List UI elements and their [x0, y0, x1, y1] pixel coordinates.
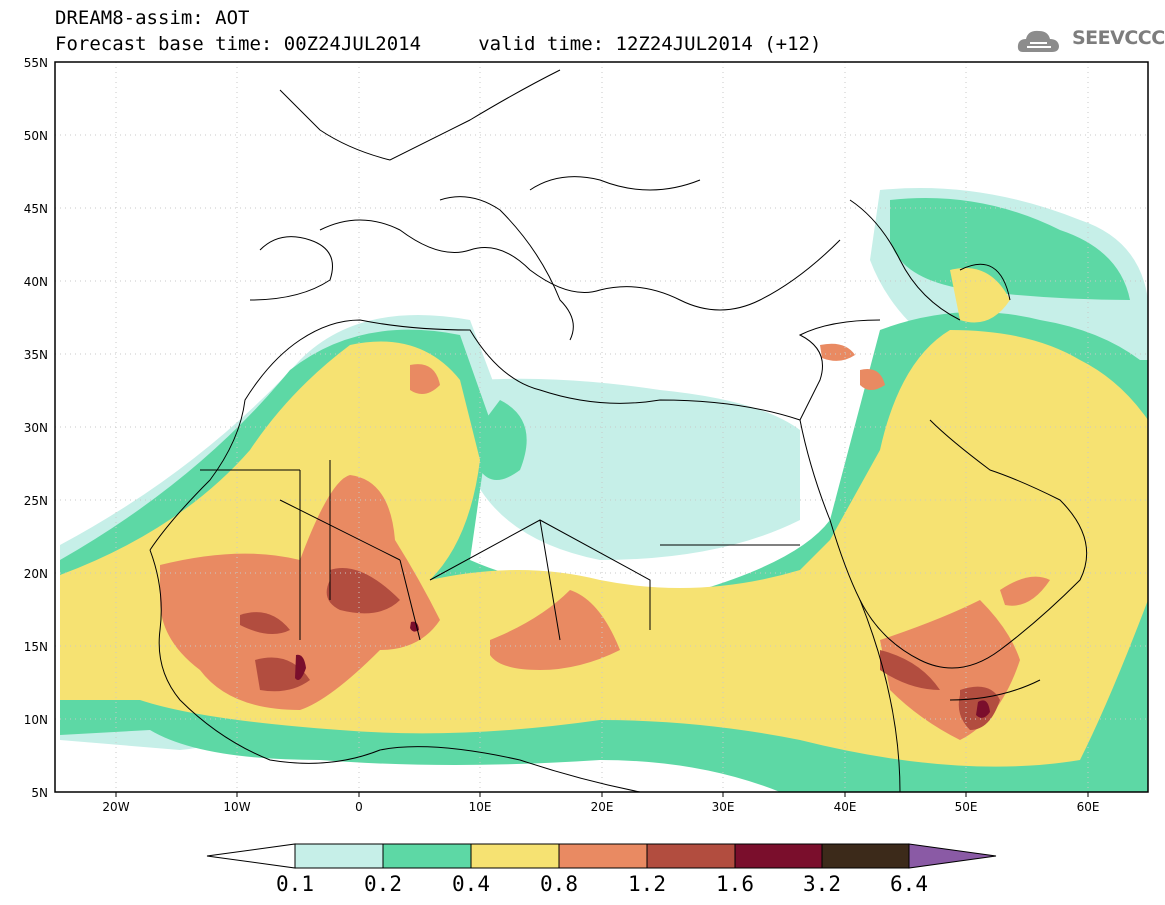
- colorbar-segment: [646, 843, 736, 869]
- colorbar-label: 0.8: [540, 872, 578, 896]
- aot-band-1.6: [295, 654, 306, 681]
- x-tick-label: 20E: [591, 800, 614, 814]
- x-tick-label: 10E: [469, 800, 492, 814]
- aot-band-0.2: [470, 400, 527, 480]
- aot-band-1.2: [880, 650, 940, 690]
- x-tick-label: 40E: [834, 800, 857, 814]
- colorbar-segment: [558, 843, 648, 869]
- aot-band-0.2: [890, 198, 1130, 300]
- y-tick-label: 5N: [31, 786, 48, 800]
- y-tick-label: 20N: [24, 567, 48, 581]
- x-tick-label: 0: [355, 800, 363, 814]
- aot-band-1.6: [410, 621, 419, 632]
- x-tick-label: 50E: [955, 800, 978, 814]
- aot-band-0.8: [490, 590, 620, 670]
- y-tick-label: 15N: [24, 640, 48, 654]
- cloud-icon: [1017, 30, 1059, 52]
- aot-band-0.1: [470, 378, 800, 560]
- y-tick-label: 25N: [24, 494, 48, 508]
- colorbar-label: 0.4: [452, 872, 490, 896]
- chart-subtitle: Forecast base time: 00Z24JUL2014 valid t…: [55, 33, 822, 55]
- aot-band-1.2: [240, 612, 290, 634]
- aot-band-1.2: [326, 568, 400, 614]
- colorbar-label: 0.2: [364, 872, 402, 896]
- colorbar-segment: [294, 843, 384, 869]
- colorbar-segment: [382, 843, 472, 869]
- y-tick-label: 30N: [24, 421, 48, 435]
- colorbar-segment: [734, 843, 823, 869]
- y-tick-label: 10N: [24, 713, 48, 727]
- logo-text: SEEVCCC: [1072, 27, 1165, 49]
- colorbar-label: 6.4: [890, 872, 928, 896]
- colorbar-under: [206, 843, 296, 869]
- colorbar-label: 3.2: [803, 872, 841, 896]
- y-tick-label: 50N: [24, 129, 48, 143]
- graticule: [55, 62, 1148, 792]
- colorbar-label: 0.1: [276, 872, 314, 896]
- y-tick-label: 55N: [24, 56, 48, 70]
- aot-band-0.8: [820, 343, 855, 361]
- colorbar-label: 1.2: [628, 872, 666, 896]
- x-tick-label: 10W: [223, 800, 250, 814]
- colorbar-label: 1.6: [716, 872, 754, 896]
- colorbar-over: [908, 843, 997, 869]
- colorbar-segment: [821, 843, 910, 869]
- chart-title: DREAM8-assim: AOT: [55, 7, 250, 29]
- y-tick-label: 45N: [24, 202, 48, 216]
- y-tick-label: 35N: [24, 348, 48, 362]
- aot-band-0.8: [410, 364, 440, 394]
- coastlines: [149, 69, 1088, 792]
- aot-band-0.8: [1000, 576, 1050, 606]
- aot-band-0.4: [950, 268, 1010, 323]
- aot-band-1.6: [976, 700, 990, 718]
- colorbar: [206, 843, 997, 869]
- aot-band-0.8: [860, 369, 885, 390]
- colorbar-segment: [470, 843, 560, 869]
- x-tick-label: 30E: [712, 800, 735, 814]
- x-tick-label: 20W: [102, 800, 129, 814]
- y-tick-label: 40N: [24, 275, 48, 289]
- x-tick-label: 60E: [1077, 800, 1100, 814]
